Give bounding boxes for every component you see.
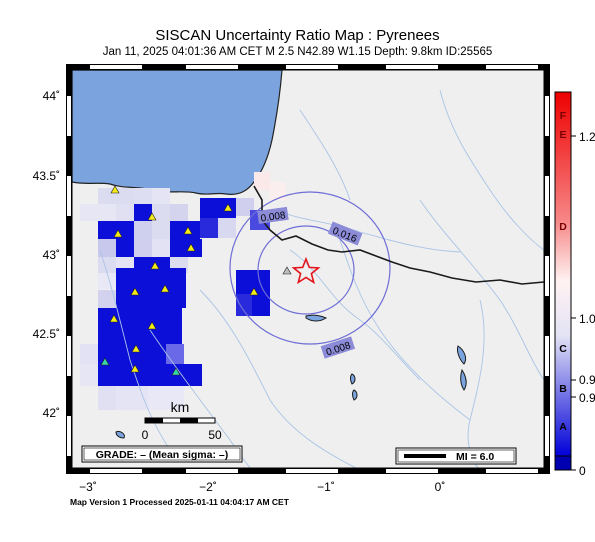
uncertainty-cells (80, 172, 286, 410)
lat-label: 43.5˚ (33, 169, 60, 183)
scale-unit: km (171, 399, 190, 415)
lon-label: −1˚ (317, 480, 335, 494)
colorbar-value: 0 (579, 464, 586, 478)
lon-label: −2˚ (199, 480, 217, 494)
border-line (253, 185, 544, 285)
mi-legend-text: MI = 6.0 (456, 451, 494, 463)
map-area[interactable] (72, 70, 544, 470)
grade-letter: A (559, 421, 567, 433)
scale-tick: 50 (208, 428, 222, 442)
map-title: SISCAN Uncertainty Ratio Map : Pyrenees (155, 27, 440, 44)
grade-letter: C (559, 343, 567, 355)
lon-label: 0˚ (435, 480, 446, 494)
epicenter-star[interactable] (291, 256, 321, 285)
colorbar-value: 1.0 (579, 312, 595, 326)
grade-letter: B (559, 383, 567, 395)
grade-letter: D (559, 221, 567, 233)
lon-label: −3˚ (79, 480, 97, 494)
lat-label: 42˚ (43, 406, 60, 420)
colorbar: F E D C B A 1.2 1.0 0.9 0.9 0 (554, 91, 595, 478)
lat-label: 44˚ (43, 89, 60, 103)
colorbar-value: 0.9 (579, 391, 595, 405)
grade-box: GRADE: – (Mean sigma: –) (81, 445, 243, 463)
scale-tick: 0 (142, 428, 149, 442)
scale-bar: km 0 50 (142, 399, 222, 442)
axis-labels: 44˚ 43.5˚ 43˚ 42.5˚ 42˚ −3˚ −2˚ −1˚ 0˚ (33, 89, 446, 494)
event-info: Jan 11, 2025 04:01:36 AM CET M 2.5 N42.8… (102, 46, 493, 58)
grade-letter: E (559, 129, 566, 141)
colorbar-value: 1.2 (579, 130, 595, 144)
colorbar-value: 0.9 (579, 373, 595, 387)
mi-legend: MI = 6.0 (395, 447, 517, 465)
uncertainty-contours (229, 191, 391, 345)
lat-label: 43˚ (43, 248, 60, 262)
contour-labels: 0.008 0.016 0.008 (257, 206, 363, 359)
contour-label: 0.008 (260, 210, 287, 224)
grade-text: GRADE: – (Mean sigma: –) (96, 449, 228, 461)
grade-letter: F (560, 110, 567, 122)
frame-ticks (66, 64, 550, 474)
lat-label: 42.5˚ (33, 327, 60, 341)
sea-area (72, 70, 283, 195)
lakes (115, 314, 467, 439)
processed-footer: Map Version 1 Processed 2025-01-11 04:04… (70, 497, 289, 507)
